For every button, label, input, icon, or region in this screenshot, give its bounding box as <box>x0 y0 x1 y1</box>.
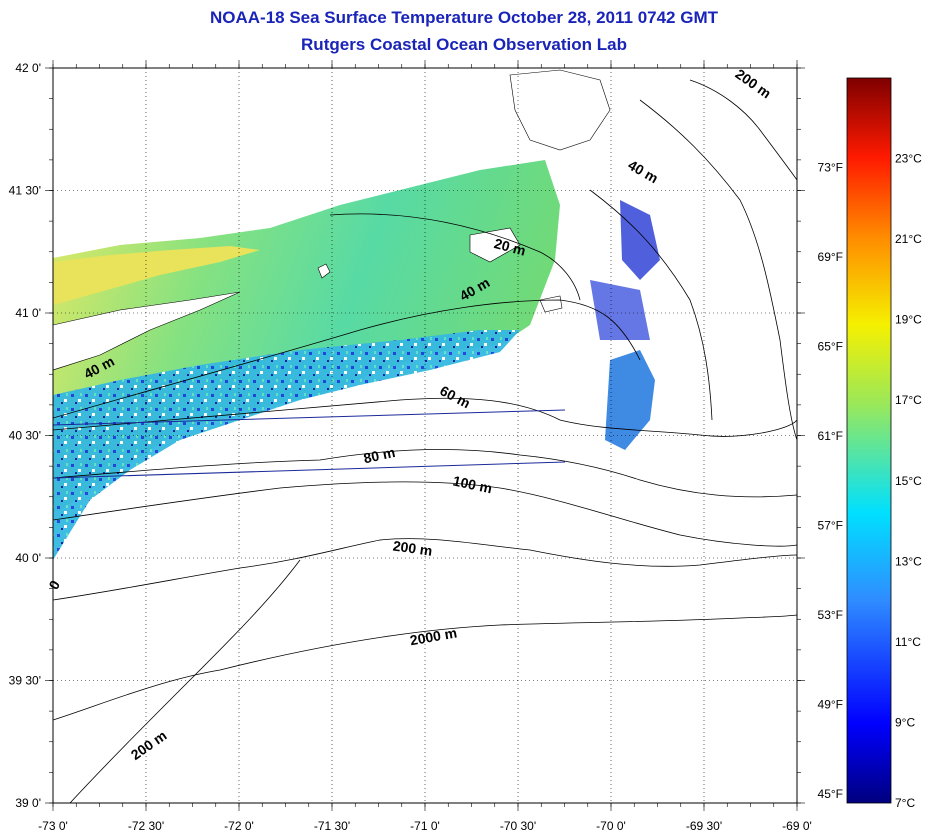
map-title: NOAA-18 Sea Surface Temperature October … <box>209 8 719 27</box>
y-tick-label: 40 30' <box>9 429 41 443</box>
x-tick-label: -70 30' <box>500 819 536 833</box>
contour-2000m <box>53 614 797 721</box>
contour-georges <box>589 189 713 421</box>
axis-labels: -73 0' -72 30' -72 0' -71 30' -71 0' -70 30' -… <box>9 61 812 833</box>
colorbar-fahrenheit-label: 73°F <box>818 161 843 175</box>
transect-line-2 <box>53 461 566 479</box>
contour-label: 80 m <box>362 444 397 466</box>
colorbar-fahrenheit-label: 69°F <box>818 250 843 264</box>
contour-40m <box>53 299 641 419</box>
colorbar-fahrenheit-label: 57°F <box>818 519 843 533</box>
y-tick-label: 39 30' <box>9 674 41 688</box>
axis-ticks <box>45 60 805 811</box>
colorbar-celsius-label: 7°C <box>895 796 915 810</box>
contour-20m <box>329 213 581 301</box>
transect-line-1 <box>53 409 566 426</box>
y-tick-label: 39 0' <box>15 796 41 810</box>
block-island <box>317 263 331 279</box>
x-tick-label: -70 0' <box>596 819 626 833</box>
bathymetry-contours <box>53 79 797 803</box>
y-tick-label: 41 30' <box>9 184 41 198</box>
y-tick-label: 40 0' <box>15 551 41 565</box>
sst-speckled-band <box>53 330 520 560</box>
x-tick-label: -71 0' <box>410 819 440 833</box>
y-tick-label: 42 0' <box>15 61 41 75</box>
colorbar-celsius-label: 23°C <box>895 152 922 166</box>
contour-80m <box>53 449 797 498</box>
sst-patch-east <box>590 280 650 340</box>
contour-label: 20 m <box>493 235 528 259</box>
colorbar <box>846 77 892 804</box>
long-island-land <box>53 291 241 371</box>
colorbar-celsius-label: 13°C <box>895 554 922 568</box>
colorbar-celsius-label: 15°C <box>895 474 922 488</box>
x-tick-label: -72 30' <box>128 819 164 833</box>
colorbar-celsius-label: 21°C <box>895 232 922 246</box>
x-tick-label: -69 0' <box>782 819 812 833</box>
contour-label: 200 m <box>392 537 434 558</box>
y-tick-label: 41 0' <box>15 306 41 320</box>
x-tick-label: -71 30' <box>314 819 350 833</box>
x-tick-label: -69 30' <box>686 819 722 833</box>
map-subtitle: Rutgers Coastal Ocean Observation Lab <box>301 35 627 54</box>
marthas-vineyard <box>469 227 521 263</box>
sst-long-island-sound <box>53 246 260 305</box>
colorbar-fahrenheit-label: 49°F <box>818 698 843 712</box>
colorbar-fahrenheit-label: 53°F <box>818 608 843 622</box>
colorbar-celsius-label: 17°C <box>895 393 922 407</box>
contour-200m-sw <box>69 559 301 803</box>
sst-cape-cod-bay <box>620 200 660 280</box>
map-content <box>53 68 797 803</box>
x-tick-label: -72 0' <box>224 819 254 833</box>
colorbar-fahrenheit-label: 65°F <box>818 340 843 354</box>
colorbar-fahrenheit-label: 45°F <box>818 787 843 801</box>
colorbar-celsius-labels: 23°C 21°C 19°C 17°C 15°C 13°C 11°C 9°C 7°C <box>895 152 922 810</box>
x-tick-label: -73 0' <box>38 819 68 833</box>
sst-imagery <box>53 160 660 560</box>
colorbar-celsius-label: 11°C <box>895 635 921 649</box>
colorbar-celsius-label: 9°C <box>895 715 915 729</box>
colorbar-fahrenheit-label: 61°F <box>818 429 843 443</box>
contour-100m <box>53 481 797 547</box>
colorbar-celsius-label: 19°C <box>895 313 922 327</box>
contour-gulf-of-maine <box>639 99 797 441</box>
contour-200m-ne <box>689 79 797 181</box>
sst-nantucket-shoals <box>605 350 655 450</box>
cape-cod <box>509 69 611 151</box>
contour-200m <box>53 538 797 601</box>
graticule <box>53 68 797 803</box>
colorbar-fahrenheit-labels: 73°F 69°F 65°F 61°F 57°F 53°F 49°F 45°F <box>818 161 843 802</box>
